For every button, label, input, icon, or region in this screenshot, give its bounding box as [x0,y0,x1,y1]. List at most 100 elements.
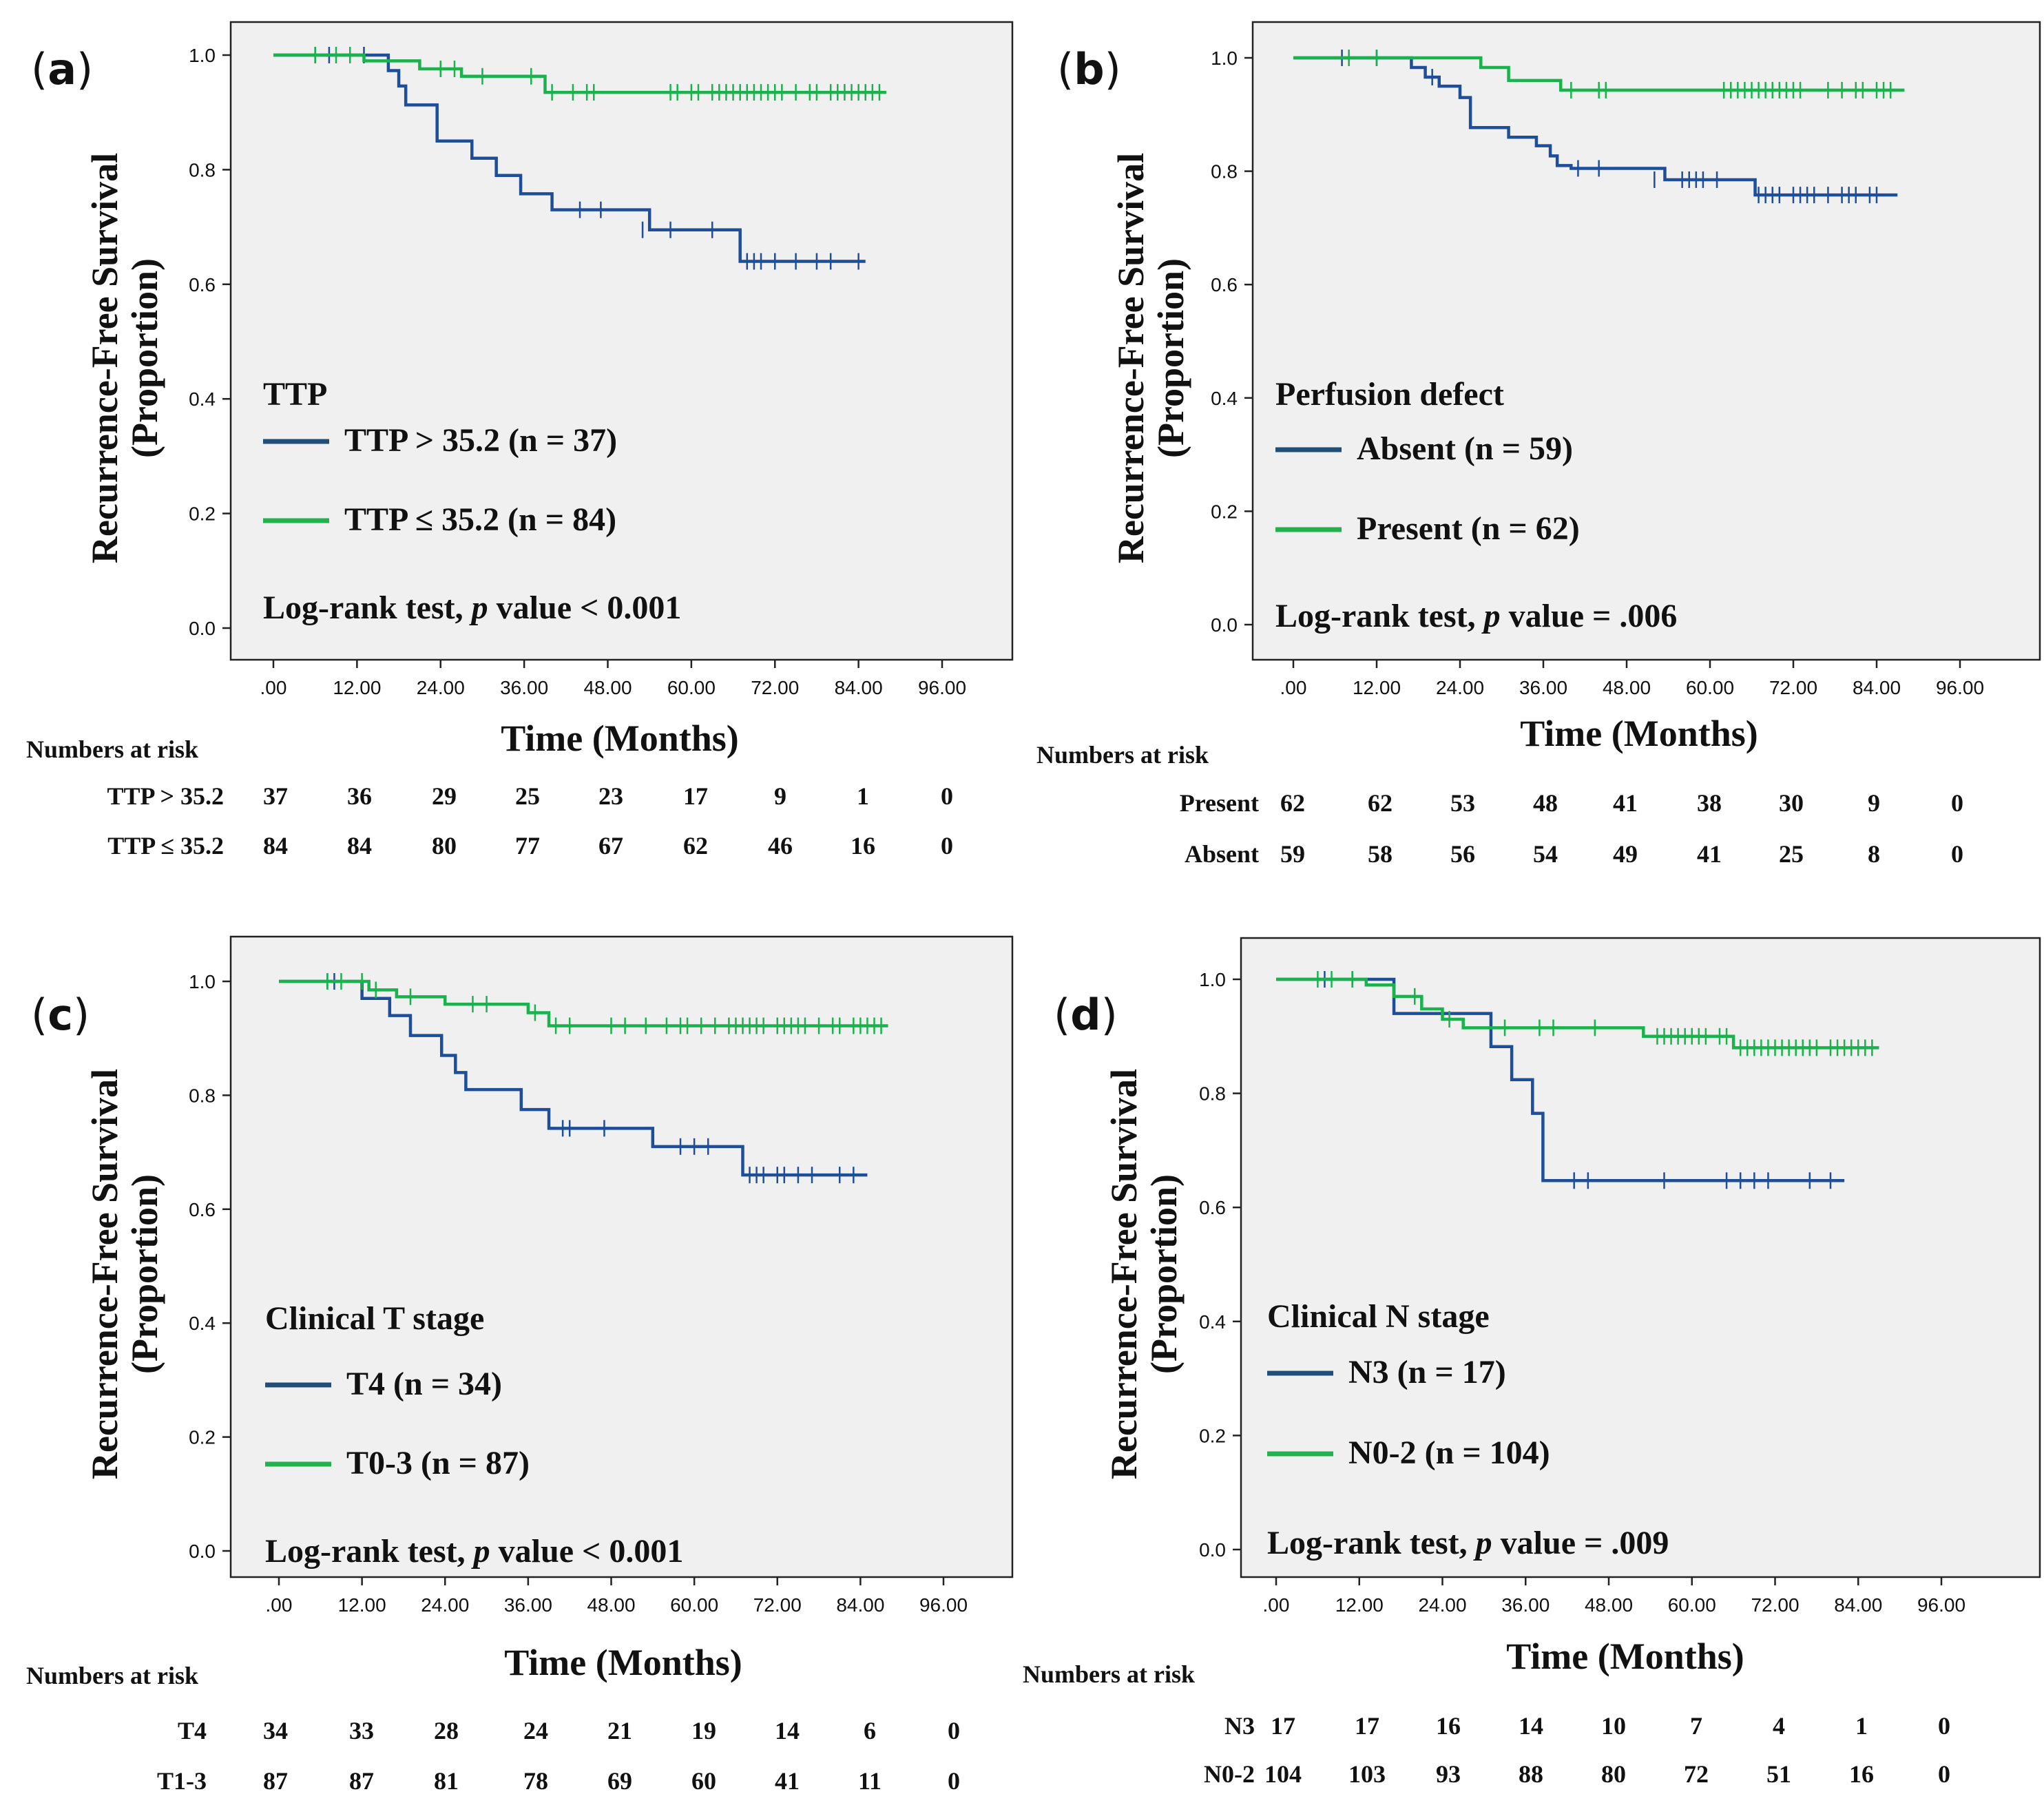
risk-value: 41 [1613,789,1638,817]
legend-label: Absent (n = 59) [1357,430,1573,467]
risk-value: 56 [1450,840,1475,868]
risk-value: 23 [598,782,623,810]
risk-value: 87 [349,1767,374,1795]
risk-value: 103 [1348,1760,1386,1788]
x-tick-label: .00 [1280,677,1307,698]
risk-value: 67 [598,832,623,859]
risk-row-label: Absent [1185,840,1259,868]
y-tick-label: 0.4 [189,388,216,410]
panel-letter: (a) [31,44,93,94]
y-tick-label: 0.2 [1199,1425,1226,1446]
risk-table-title: Numbers at risk [1036,741,1209,769]
risk-value: 25 [1779,840,1804,868]
x-tick-label: 36.00 [500,677,548,698]
x-tick-label: 36.00 [1519,677,1567,698]
x-tick-label: 24.00 [1436,677,1484,698]
risk-value: 10 [1601,1712,1626,1740]
risk-value: 51 [1766,1760,1791,1788]
x-axis-label: Time (Months) [1520,713,1758,754]
legend-label: T0-3 (n = 87) [346,1445,530,1481]
risk-value: 58 [1368,840,1393,868]
plot-area [1251,21,2041,661]
legend-title: Clinical N stage [1267,1298,1490,1335]
x-tick-label: 84.00 [1853,677,1901,698]
logrank-text: Log-rank test, p value = .009 [1267,1525,1669,1561]
y-tick-label: 0.6 [1211,274,1238,295]
logrank-text: Log-rank test, p value < 0.001 [265,1533,683,1570]
y-tick-label: 0.2 [1211,501,1238,522]
risk-value: 0 [1938,1712,1950,1740]
x-tick-label: 60.00 [670,1594,718,1616]
x-tick-label: 24.00 [417,677,465,698]
km-curve-blue [1293,56,1898,197]
y-tick-label: 0.4 [1211,388,1238,409]
km-curve-blue [279,979,868,1177]
y-tick-label: 0.2 [189,1427,216,1448]
legend-title: TTP [263,376,327,413]
km-curve-green [1293,56,1905,92]
panel-letter: (c) [31,990,90,1040]
y-axis-label-line1: Recurrence-Free Survival [1103,1069,1145,1479]
panel-letter: (b) [1057,44,1121,94]
legend-label: Present (n = 62) [1357,510,1580,547]
risk-value: 21 [607,1717,632,1744]
y-tick-label: 0.8 [189,1085,216,1106]
y-axis-label-line2: (Proportion) [124,258,165,458]
risk-value: 33 [349,1717,374,1744]
y-tick-label: 1.0 [189,45,216,66]
risk-value: 81 [434,1767,459,1795]
x-tick-label: 12.00 [1353,677,1401,698]
risk-table-title: Numbers at risk [26,1662,198,1689]
x-axis-label: Time (Months) [1506,1636,1744,1677]
y-tick-label: 0.6 [1199,1197,1226,1218]
x-axis-label: Time (Months) [501,718,739,759]
risk-value: 8 [1868,840,1880,868]
risk-value: 104 [1264,1760,1302,1788]
risk-value: 0 [948,1717,960,1744]
risk-value: 88 [1519,1760,1543,1788]
risk-value: 41 [775,1767,800,1795]
y-axis-label-line2: (Proportion) [1143,1174,1185,1374]
y-axis-label-line2: (Proportion) [1150,258,1191,458]
risk-value: 24 [523,1717,548,1744]
risk-value: 14 [1519,1712,1543,1740]
risk-value: 14 [775,1717,800,1744]
risk-value: 48 [1533,789,1558,817]
risk-value: 87 [263,1767,288,1795]
risk-value: 62 [1280,789,1305,817]
risk-value: 60 [691,1767,716,1795]
x-tick-label: 48.00 [1603,677,1651,698]
legend-label: TTP ≤ 35.2 (n = 84) [344,501,616,538]
y-axis-label-line2: (Proportion) [124,1174,165,1374]
x-axis-label: Time (Months) [504,1642,742,1683]
risk-value: 59 [1280,840,1305,868]
x-tick-label: 96.00 [919,1594,968,1616]
x-tick-label: 96.00 [1917,1594,1965,1616]
legend-label: TTP > 35.2 (n = 37) [344,422,617,459]
x-tick-label: 84.00 [1834,1594,1882,1616]
y-tick-label: 0.6 [189,274,216,295]
risk-value: 16 [1436,1712,1461,1740]
risk-value: 19 [691,1717,716,1744]
y-tick-label: 1.0 [1211,48,1238,69]
risk-value: 9 [774,782,786,810]
risk-table-title: Numbers at risk [26,736,198,763]
risk-value: 34 [263,1717,288,1744]
risk-row-label: T1-3 [157,1767,207,1795]
risk-row-label: N0-2 [1204,1760,1255,1788]
panel-b: 0.0 0.2 0.4 0.6 0.8 1.0 .00 12.00 24.00 36.00 48.0… [1036,21,2041,868]
risk-value: 29 [432,782,457,810]
risk-value: 49 [1613,840,1638,868]
y-tick-label: 0.0 [189,618,216,639]
y-tick-label: 0.8 [1211,161,1238,183]
risk-value: 11 [858,1767,882,1795]
y-axis-label-line1: Recurrence-Free Survival [1110,153,1151,563]
x-tick-label: 24.00 [421,1594,469,1616]
x-tick-label: 84.00 [836,1594,884,1616]
legend-title: Clinical T stage [265,1300,484,1337]
y-axis-label: Recurrence-Free Survival(Proportion) [1110,153,1191,563]
panel-d: 0.0 0.2 0.4 0.6 0.8 1.0 .00 12.00 24.00 36.00 48.0… [1023,937,2041,1788]
risk-row-label: N3 [1224,1712,1255,1740]
y-tick-label: 1.0 [1199,969,1226,990]
x-tick-label: 60.00 [1686,677,1734,698]
